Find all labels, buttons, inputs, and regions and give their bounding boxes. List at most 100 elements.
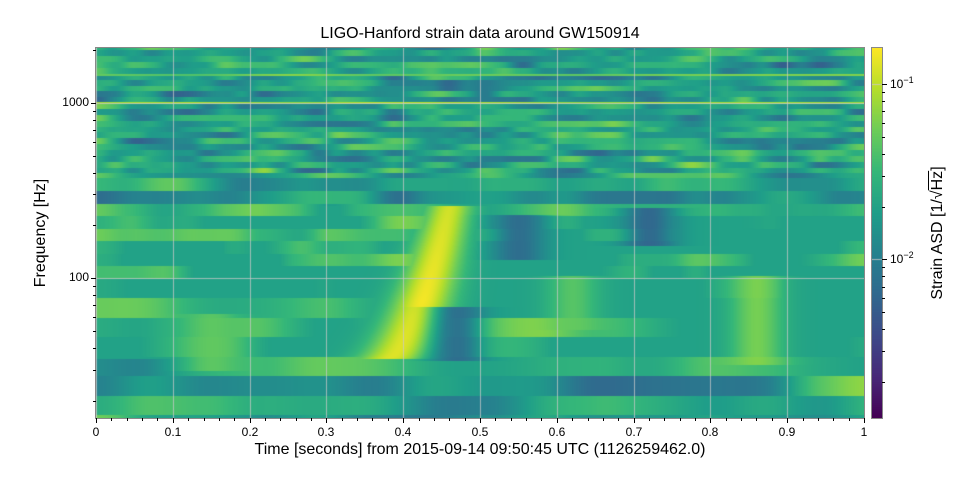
colorbar-minor-tick [882,175,885,177]
x-minor-tick [648,418,650,421]
y-minor-tick [93,110,96,112]
colorbar-tick-label: 10−1 [890,75,914,91]
x-minor-tick [494,418,496,421]
colorbar-minor-tick [882,328,885,330]
x-minor-tick [371,418,373,421]
x-minor-tick [310,418,312,421]
x-major-tick [402,418,404,423]
y-minor-tick [93,330,96,332]
x-minor-tick [341,418,343,421]
x-minor-tick [771,418,773,421]
colorbar-minor-tick [882,153,885,155]
x-tick-label: 0.3 [317,425,335,439]
y-minor-tick [93,141,96,143]
y-major-tick [91,102,96,104]
x-minor-tick [448,418,450,421]
colorbar-label-prefix: Strain ASD [1/ [929,199,946,300]
y-minor-tick [93,285,96,287]
spectrogram-heatmap [96,48,864,418]
x-minor-tick [832,418,834,421]
x-tick-label: 0.4 [394,425,412,439]
x-minor-tick [510,418,512,421]
x-minor-tick [740,418,742,421]
colorbar-minor-tick [882,350,885,352]
y-minor-tick [93,172,96,174]
x-minor-tick [433,418,435,421]
colorbar-label: Strain ASD [1/√Hz] [929,166,946,300]
colorbar-minor-tick [882,381,885,383]
y-minor-tick [93,49,96,51]
x-minor-tick [387,418,389,421]
y-minor-tick [93,304,96,306]
x-tick-label: 0.5 [471,425,489,439]
colorbar-minor-tick [882,266,885,268]
x-tick-label: 0.9 [778,425,796,439]
x-major-tick [325,418,327,423]
colorbar-label-suffix: ] [929,166,946,171]
x-minor-tick [264,418,266,421]
x-minor-tick [587,418,589,421]
y-minor-tick [93,119,96,121]
y-axis-label: Frequency [Hz] [32,178,49,288]
x-major-tick [709,418,711,423]
x-minor-tick [617,418,619,421]
x-minor-tick [571,418,573,421]
y-minor-tick [93,400,96,402]
colorbar-tick-exponent: −2 [903,250,914,260]
x-tick-label: 0.7 [625,425,643,439]
x-minor-tick [141,418,143,421]
x-minor-tick [679,418,681,421]
x-minor-tick [817,418,819,421]
x-major-tick [249,418,251,423]
colorbar-minor-tick [882,206,885,208]
x-minor-tick [356,418,358,421]
y-minor-tick [93,224,96,226]
colorbar-minor-tick [882,275,885,277]
colorbar-minor-tick [882,311,885,313]
x-major-tick [633,418,635,423]
y-tick-label: 100 [68,270,89,284]
x-minor-tick [156,418,158,421]
x-major-tick [556,418,558,423]
x-major-tick [479,418,481,423]
x-major-tick [863,418,865,423]
x-tick-label: 1 [860,425,868,439]
x-minor-tick [418,418,420,421]
x-tick-label: 0.8 [701,425,719,439]
colorbar-minor-tick [882,136,885,138]
colorbar-minor-tick [882,286,885,288]
x-major-tick [786,418,788,423]
x-minor-tick [218,418,220,421]
colorbar-tick-base: 10 [890,252,904,266]
y-minor-tick [93,129,96,131]
colorbar-label-sqrt: Hz [929,170,946,191]
y-minor-tick [93,155,96,157]
colorbar-major-tick [882,83,887,85]
y-minor-tick [93,294,96,296]
colorbar-minor-tick [882,91,885,93]
y-minor-tick [93,316,96,318]
x-minor-tick [755,418,757,421]
x-minor-tick [802,418,804,421]
x-minor-tick [295,418,297,421]
chart-title: LIGO-Hanford strain data around GW150914 [320,25,640,42]
x-major-tick [95,418,97,423]
x-axis-label: Time [seconds] from 2015-09-14 09:50:45 … [254,441,706,458]
colorbar-minor-tick [882,297,885,299]
y-minor-tick [93,369,96,371]
colorbar-minor-tick [882,122,885,124]
x-minor-tick [126,418,128,421]
x-minor-tick [694,418,696,421]
x-tick-label: 0 [92,425,100,439]
x-tick-label: 0.1 [164,425,182,439]
x-tick-label: 0.6 [548,425,566,439]
y-minor-tick [93,193,96,195]
x-minor-tick [464,418,466,421]
x-minor-tick [203,418,205,421]
x-minor-tick [525,418,527,421]
colorbar-tick-base: 10 [890,77,904,91]
colorbar-tick-label: 10−2 [890,250,914,266]
x-minor-tick [602,418,604,421]
x-minor-tick [110,418,112,421]
x-minor-tick [663,418,665,421]
